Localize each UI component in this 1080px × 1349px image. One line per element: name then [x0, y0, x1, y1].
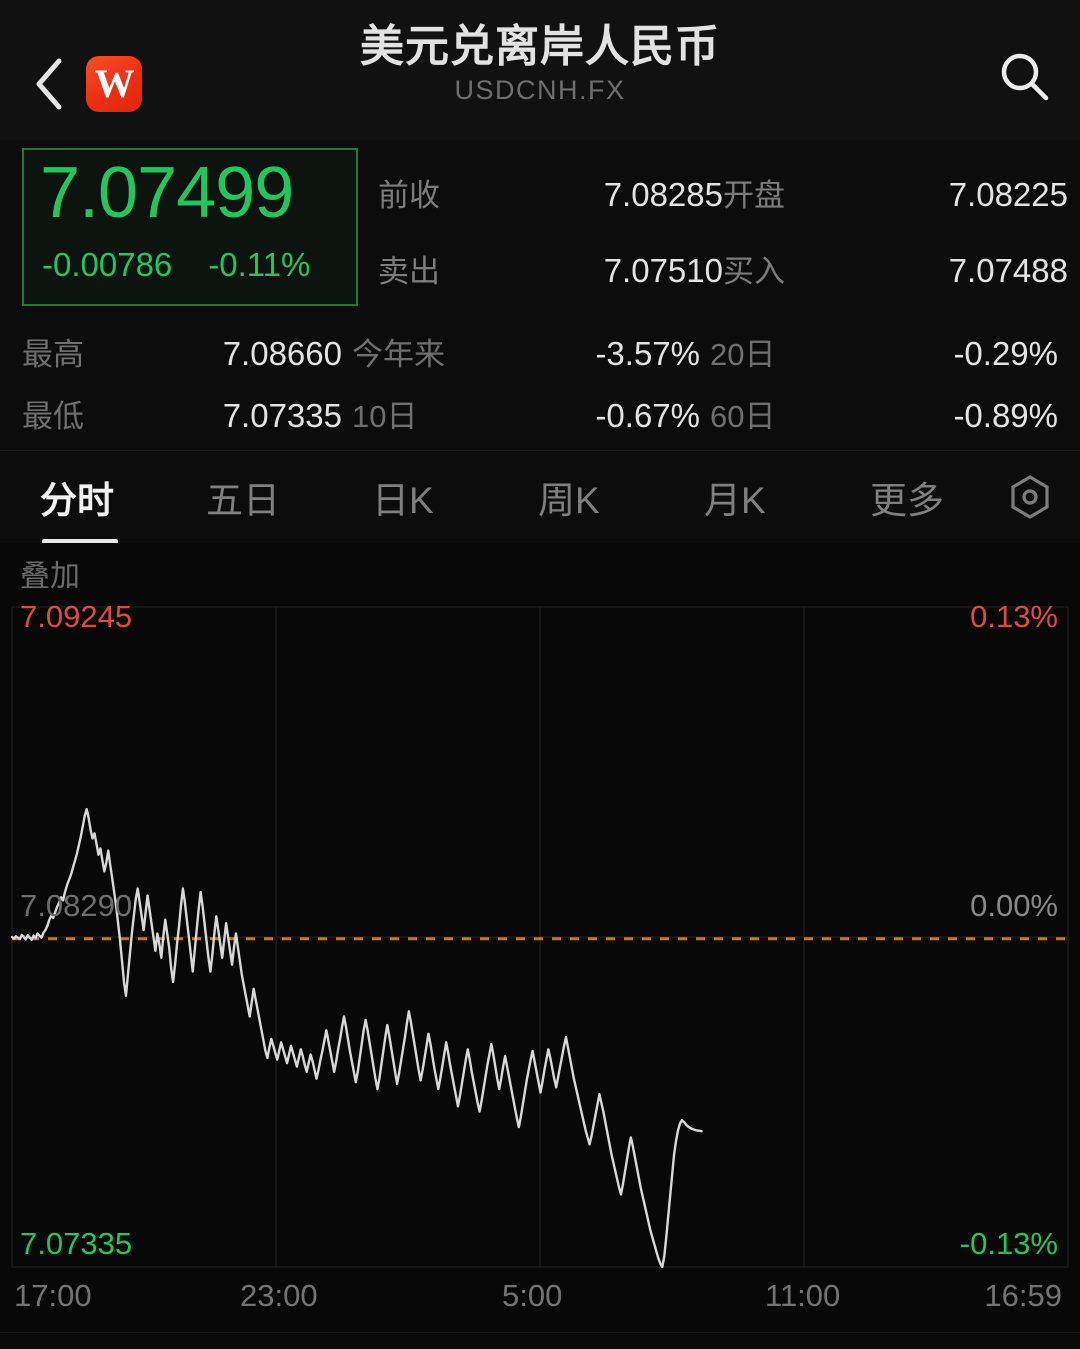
stat-value: 7.08660	[222, 334, 342, 372]
y-axis-high-percent: 0.13%	[970, 599, 1058, 634]
tab-weekly-k[interactable]: 周K	[538, 480, 600, 521]
stat-value: -0.67%	[595, 396, 700, 434]
stat-prev-close: 前收 7.08285	[378, 170, 723, 215]
wind-logo-letter: W	[94, 61, 135, 106]
stat-label: 今年来	[352, 336, 445, 372]
chart-canvas	[10, 606, 1069, 1269]
stat-ask: 卖出 7.07510	[378, 246, 723, 291]
stat-value: 7.07510	[603, 251, 723, 289]
wind-logo-badge[interactable]: W	[86, 56, 142, 112]
search-icon	[1001, 53, 1049, 101]
stat-value: -3.57%	[595, 334, 700, 372]
primary-stats-grid: 前收 7.08285 开盘 7.08225 卖出 7.07510 买入 7.07…	[378, 154, 1068, 306]
stat-label: 60日	[710, 398, 776, 434]
y-axis-low-percent: -0.13%	[959, 1226, 1058, 1261]
tab-intraday[interactable]: 分时	[40, 470, 206, 544]
chart-tabs-bar: 分时 五日 日K 周K 月K 更多	[0, 450, 1080, 544]
x-tick-label: 23:00	[240, 1278, 318, 1313]
y-axis-high-price: 7.09245	[20, 599, 133, 634]
app-header: W 美元兑离岸人民币 USDCNH.FX	[0, 0, 1080, 140]
stat-label: 最高	[22, 336, 84, 372]
tab-more[interactable]: 更多	[870, 480, 944, 521]
back-button[interactable]	[34, 56, 64, 110]
page-subtitle-symbol: USDCNH.FX	[454, 75, 626, 106]
last-price-box[interactable]: 7.07499 -0.00786 -0.11%	[22, 148, 358, 306]
stat-20day: 20日 -0.29%	[710, 329, 1068, 374]
stat-low: 最低 7.07335	[22, 391, 352, 436]
stat-label: 前收	[378, 177, 440, 213]
change-percent: -0.11%	[208, 246, 311, 283]
stat-label: 10日	[352, 398, 418, 434]
y-axis-mid-price: 7.08290	[20, 888, 133, 923]
secondary-stats-row: 最高 7.08660 今年来 -3.57% 20日 -0.29%	[22, 320, 1068, 382]
tab-five-day[interactable]: 五日	[206, 480, 280, 521]
search-button[interactable]	[996, 48, 1054, 106]
change-row: -0.00786 -0.11%	[42, 246, 310, 284]
x-axis-time-labels: 17:00 23:00 5:00 11:00 16:59	[0, 1278, 1080, 1328]
x-tick-label: 11:00	[765, 1278, 841, 1313]
stat-ytd: 今年来 -3.57%	[352, 329, 710, 374]
stat-value: 7.08285	[603, 175, 723, 213]
quote-panel: 7.07499 -0.00786 -0.11% 前收 7.08285 开盘 7.…	[0, 140, 1080, 450]
stat-label: 买入	[723, 253, 785, 289]
stat-10day: 10日 -0.67%	[352, 391, 710, 436]
intraday-chart[interactable]	[0, 595, 1080, 1271]
page-title: 美元兑离岸人民币	[360, 22, 720, 71]
y-axis-mid-percent: 0.00%	[970, 888, 1058, 923]
stat-60day: 60日 -0.89%	[710, 391, 1068, 436]
last-price-value: 7.07499	[40, 153, 294, 233]
overlay-toggle[interactable]: 叠加	[20, 560, 80, 593]
header-title-group: 美元兑离岸人民币 USDCNH.FX	[0, 22, 1080, 106]
price-line	[10, 807, 703, 1269]
secondary-stats-row: 最低 7.07335 10日 -0.67% 60日 -0.89%	[22, 382, 1068, 444]
stat-label: 卖出	[378, 253, 440, 289]
tab-monthly-k[interactable]: 月K	[704, 480, 766, 521]
stat-bid: 买入 7.07488	[723, 246, 1068, 291]
chevron-left-icon	[36, 58, 62, 110]
x-tick-label: 17:00	[14, 1278, 92, 1313]
chart-gridlines	[11, 606, 1069, 1268]
stat-value: 7.07335	[222, 396, 342, 434]
chart-settings-button[interactable]	[1002, 469, 1058, 525]
stat-label: 20日	[710, 336, 776, 372]
stat-value: -0.89%	[953, 396, 1058, 434]
primary-stats-row: 前收 7.08285 开盘 7.08225	[378, 154, 1068, 230]
x-tick-label: 5:00	[502, 1278, 563, 1313]
secondary-stats-grid: 最高 7.08660 今年来 -3.57% 20日 -0.29% 最低 7.07…	[22, 320, 1068, 444]
stat-value: 7.07488	[948, 251, 1068, 289]
stat-open: 开盘 7.08225	[723, 170, 1068, 215]
stat-label: 开盘	[723, 177, 785, 213]
primary-stats-row: 卖出 7.07510 买入 7.07488	[378, 230, 1068, 306]
tab-daily-k[interactable]: 日K	[372, 480, 434, 521]
x-tick-label: 16:59	[984, 1278, 1062, 1313]
chart-section: 叠加 7.09245 0.13% 7.08290 0.00% 7.07335 -…	[0, 543, 1080, 1333]
change-absolute: -0.00786	[42, 246, 173, 283]
stat-high: 最高 7.08660	[22, 329, 352, 374]
stat-value: -0.29%	[953, 334, 1058, 372]
y-axis-low-price: 7.07335	[20, 1226, 133, 1261]
stat-label: 最低	[22, 398, 84, 434]
bottom-divider	[0, 1332, 1080, 1333]
stat-value: 7.08225	[948, 175, 1068, 213]
hexagon-settings-icon	[1011, 475, 1049, 519]
